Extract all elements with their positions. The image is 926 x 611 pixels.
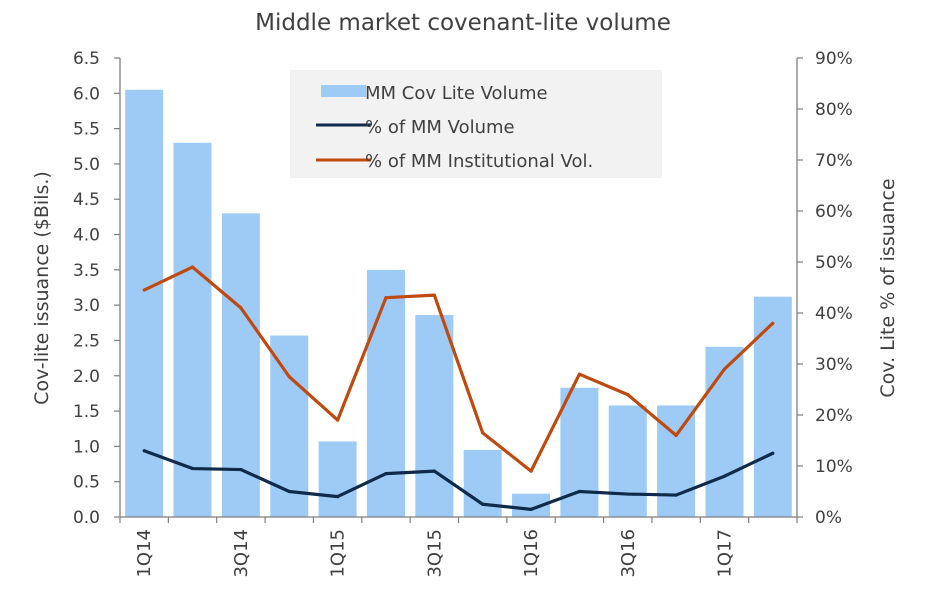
x-tick-label: 1Q15 — [328, 529, 349, 578]
point-mm-2Q14 — [190, 466, 195, 471]
point-mm-2Q17 — [771, 451, 775, 455]
point-inst-3Q14 — [239, 306, 243, 310]
bar-2Q14 — [173, 142, 212, 517]
point-inst-2Q17 — [771, 321, 775, 325]
point-mm-3Q15 — [432, 469, 436, 473]
right-tick-label: 50% — [815, 253, 853, 273]
x-axis-ticks: 1Q14 3Q14 1Q15 3Q15 1Q16 3Q16 1Q17 — [119, 517, 798, 578]
bar-2Q17 — [753, 296, 792, 517]
point-inst-3Q16 — [626, 393, 630, 397]
right-tick-label: 40% — [815, 304, 853, 324]
x-tick-label: 1Q16 — [521, 529, 542, 578]
left-tick-label: 3.5 — [73, 261, 100, 281]
bar-1Q15 — [318, 441, 357, 517]
right-tick-label: 90% — [815, 49, 853, 69]
point-inst-4Q14 — [287, 375, 291, 379]
left-tick-label: 1.0 — [73, 437, 100, 457]
chart-title: Middle market covenant-lite volume — [255, 10, 671, 36]
point-inst-2Q14 — [190, 265, 195, 269]
right-axis-label: Cov. Lite % of issuance — [877, 178, 899, 397]
right-tick-label: 60% — [815, 202, 853, 222]
bar-1Q14 — [125, 89, 164, 518]
point-inst-2Q16 — [577, 372, 581, 376]
left-tick-label: 2.0 — [73, 367, 100, 387]
legend-label-bar: MM Cov Lite Volume — [365, 83, 548, 104]
line-series — [142, 265, 775, 511]
left-tick-label: 6.5 — [73, 49, 100, 69]
bar-1Q16 — [512, 493, 551, 517]
left-tick-label: 0.0 — [73, 508, 100, 528]
bar-3Q14 — [221, 213, 260, 517]
line-pct-mm-institutional — [143, 265, 774, 473]
right-tick-label: 0% — [815, 508, 842, 528]
left-tick-label: 4.0 — [73, 226, 100, 246]
point-mm-3Q16 — [626, 492, 630, 496]
right-tick-label: 20% — [815, 406, 853, 426]
left-tick-label: 0.5 — [73, 473, 100, 493]
point-inst-1Q17 — [722, 367, 727, 371]
left-tick-label: 5.0 — [73, 155, 100, 175]
point-inst-1Q15 — [336, 418, 340, 422]
point-inst-1Q16 — [529, 469, 533, 473]
left-tick-label: 6.0 — [73, 84, 100, 104]
line-pct-mm-volume — [143, 449, 774, 511]
point-mm-3Q14 — [239, 467, 243, 472]
left-tick-label: 4.5 — [73, 190, 100, 210]
bar-1Q17 — [705, 346, 744, 517]
left-axis-ticks: 0.0 0.5 1.0 1.5 2.0 2.5 3.0 3.5 4.0 4.5 5.0 5.5 6.0 6… — [73, 49, 120, 528]
point-inst-4Q16 — [674, 433, 678, 437]
x-tick-label: 1Q14 — [134, 529, 155, 578]
right-axis-ticks: 0% 10% 20% 30% 40% 50% 60% 70% 80% 90% — [797, 49, 853, 528]
legend-swatch-bar — [321, 85, 366, 97]
point-mm-4Q16 — [674, 493, 678, 497]
point-inst-3Q15 — [432, 293, 436, 297]
point-inst-4Q15 — [481, 431, 485, 435]
legend: MM Cov Lite Volume % of MM Volume % of M… — [290, 70, 662, 178]
left-tick-label: 5.5 — [73, 120, 100, 140]
point-mm-2Q16 — [577, 489, 581, 494]
left-tick-label: 2.5 — [73, 331, 100, 351]
point-mm-2Q15 — [384, 472, 388, 476]
right-tick-label: 80% — [815, 100, 853, 120]
bar-3Q15 — [415, 315, 454, 517]
point-mm-1Q14 — [142, 449, 146, 453]
right-tick-label: 30% — [815, 355, 853, 375]
point-mm-1Q15 — [336, 495, 340, 499]
point-mm-1Q17 — [722, 474, 727, 478]
point-inst-2Q15 — [384, 296, 388, 300]
x-tick-label: 3Q16 — [618, 529, 639, 578]
point-mm-1Q16 — [529, 507, 533, 511]
x-tick-label: 3Q14 — [231, 529, 252, 578]
point-mm-4Q14 — [287, 489, 291, 494]
point-mm-4Q15 — [481, 502, 485, 506]
left-tick-label: 1.5 — [73, 402, 100, 422]
left-tick-label: 3.0 — [73, 296, 100, 316]
bar-2Q15 — [366, 269, 405, 517]
x-tick-label: 1Q17 — [714, 529, 735, 578]
right-tick-label: 70% — [815, 151, 853, 171]
legend-label-inst: % of MM Institutional Vol. — [365, 151, 593, 172]
x-tick-label: 3Q15 — [424, 529, 445, 578]
right-tick-label: 10% — [815, 457, 853, 477]
legend-label-mm: % of MM Volume — [365, 117, 515, 138]
point-inst-1Q14 — [142, 288, 146, 292]
bar-3Q16 — [608, 405, 647, 517]
left-axis-label: Cov-lite issuance ($Bils.) — [31, 171, 53, 405]
